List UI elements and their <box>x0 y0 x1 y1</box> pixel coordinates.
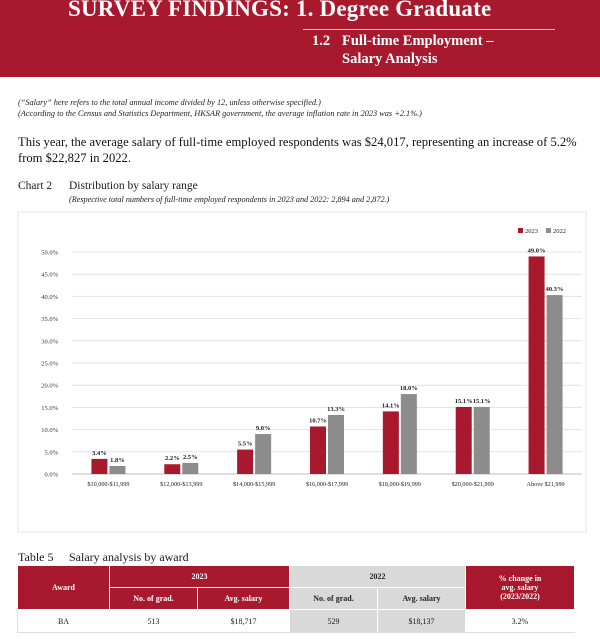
table-row: BA 513 $18,717 529 $18,137 3.2% <box>17 609 575 633</box>
change-cell: 3.2% <box>465 609 575 633</box>
grad-2022-header: No. of grad. <box>289 587 378 610</box>
bar-2023 <box>91 458 108 474</box>
bar-2023 <box>310 426 326 474</box>
header-banner: SURVEY FINDINGS: 1. Degree Graduate 1.2 F… <box>0 0 600 77</box>
change-header-line3: (2023/2022) <box>500 592 540 601</box>
y-tick-label: 50.0% <box>41 250 58 257</box>
y-tick-label: 45.0% <box>41 272 58 279</box>
chart-subtitle: (Respective total numbers of full-time e… <box>69 195 390 204</box>
bar-2022 <box>473 406 490 474</box>
bar-2022 <box>328 414 344 474</box>
data-label: 40.3% <box>546 286 564 293</box>
salary-2023-header: Avg. salary <box>197 587 290 610</box>
legend-label: 2023 <box>525 228 538 235</box>
bar-2023 <box>237 449 254 474</box>
summary-paragraph: This year, the average salary of full-ti… <box>18 135 577 165</box>
salary-2022-header: Avg. salary <box>377 587 466 610</box>
change-header-line1: % change in <box>498 574 542 583</box>
bar-2022 <box>182 462 199 474</box>
table-label: Table 5 <box>18 550 54 564</box>
legend-swatch <box>546 228 551 233</box>
data-label: 3.4% <box>92 450 107 457</box>
section-title-line1: Full-time Employment – <box>342 33 494 49</box>
y-tick-label: 30.0% <box>41 338 58 345</box>
year-2023-header: 2023 <box>109 565 290 588</box>
bar-2023 <box>382 411 399 474</box>
chart-frame <box>17 211 587 533</box>
y-tick-label: 0.0% <box>44 472 58 479</box>
data-label: 10.7% <box>309 417 327 424</box>
bar-2022 <box>255 434 272 474</box>
y-tick-label: 25.0% <box>41 361 58 368</box>
inflation-note: (According to the Census and Statistics … <box>18 109 422 118</box>
change-header-line2: avg. salary <box>501 583 539 592</box>
data-label: 2.2% <box>165 455 180 462</box>
y-tick-label: 15.0% <box>41 405 58 412</box>
data-label: 9.0% <box>256 425 271 432</box>
grad-2023-cell: 513 <box>109 609 198 633</box>
salary-2022-cell: $18,137 <box>377 609 466 633</box>
salary-analysis-table: Award 2023 2022 % change in avg. salary … <box>17 565 575 633</box>
salary-definition-note: (“Salary” here refers to the total annua… <box>18 98 321 107</box>
data-label: 2.5% <box>183 454 198 461</box>
table-title: Salary analysis by award <box>69 550 189 564</box>
bar-2023 <box>164 464 181 474</box>
x-tick-label: $12,000-$13,999 <box>160 481 202 488</box>
section-heading: 1.2 Full-time Employment – Salary Analysi… <box>312 32 493 68</box>
data-label: 49.0% <box>528 247 546 254</box>
bar-2023 <box>528 256 545 474</box>
legend-label: 2022 <box>553 228 566 235</box>
banner-divider <box>303 29 555 30</box>
bar-2022 <box>546 295 563 474</box>
bar-2022 <box>109 466 126 474</box>
data-label: 18.0% <box>400 385 418 392</box>
data-label: 14.1% <box>382 402 400 409</box>
grad-2022-cell: 529 <box>289 609 378 633</box>
x-tick-label: $16,000-$17,999 <box>306 481 348 488</box>
x-tick-label: Above $21,999 <box>526 481 564 488</box>
x-tick-label: $20,000-$21,999 <box>452 481 494 488</box>
legend-swatch <box>518 228 523 233</box>
page-title: SURVEY FINDINGS: 1. Degree Graduate <box>68 0 492 21</box>
award-header: Award <box>17 565 110 610</box>
chart-heading: Chart 2 Distribution by salary range <box>18 180 198 192</box>
salary-2023-cell: $18,717 <box>197 609 290 633</box>
bar-2022 <box>400 394 417 474</box>
chart-label: Chart 2 <box>18 180 53 192</box>
y-tick-label: 20.0% <box>41 383 58 390</box>
year-2022-header: 2022 <box>289 565 466 588</box>
data-label: 5.5% <box>238 441 253 448</box>
y-tick-label: 10.0% <box>41 427 58 434</box>
data-label: 1.8% <box>110 457 125 464</box>
chart-title: Distribution by salary range <box>69 180 198 192</box>
table-heading: Table 5 Salary analysis by award <box>18 550 189 565</box>
x-tick-label: $18,000-$19,999 <box>379 481 421 488</box>
section-title-line2: Salary Analysis <box>342 51 438 67</box>
data-label: 15.1% <box>455 398 473 405</box>
section-number: 1.2 <box>312 33 331 49</box>
x-tick-label: $10,000-$11,999 <box>87 481 129 488</box>
y-tick-label: 5.0% <box>44 449 58 456</box>
award-cell: BA <box>17 609 110 633</box>
y-tick-label: 40.0% <box>41 294 58 301</box>
data-label: 15.1% <box>473 398 491 405</box>
bar-2023 <box>455 406 472 474</box>
grad-2023-header: No. of grad. <box>109 587 198 610</box>
change-header: % change in avg. salary (2023/2022) <box>465 565 575 610</box>
x-tick-label: $14,000-$15,999 <box>233 481 275 488</box>
y-tick-label: 35.0% <box>41 316 58 323</box>
data-label: 13.3% <box>327 406 345 413</box>
